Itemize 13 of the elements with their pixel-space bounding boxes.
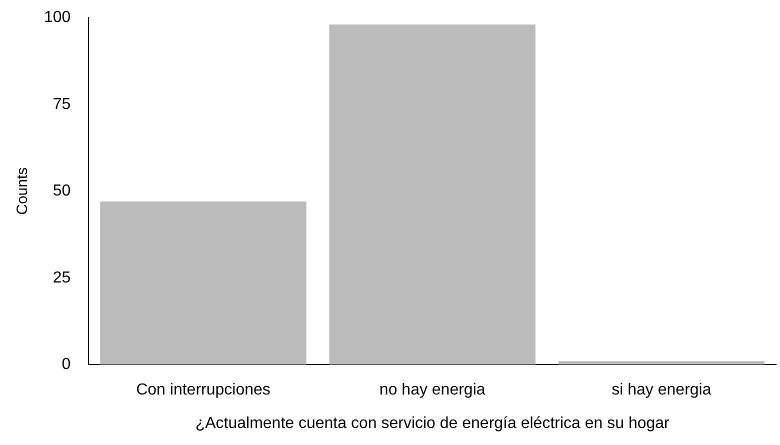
- x-tick-label: si hay energia: [612, 382, 712, 399]
- y-tick-label: 25: [52, 269, 71, 286]
- bar: [558, 361, 765, 365]
- x-tick-label: no hay energia: [379, 382, 486, 399]
- y-tick-label: 100: [44, 9, 71, 26]
- y-axis-title: Counts: [14, 167, 32, 215]
- y-tick-label: 75: [52, 96, 71, 113]
- y-tick-label: 0: [62, 356, 71, 374]
- x-axis-title: ¿Actualmente cuenta con servicio de energía eléctrica en su hogar: [195, 414, 670, 432]
- bar: [100, 202, 306, 365]
- y-tick-label: 50: [52, 182, 71, 200]
- bar: [329, 24, 536, 365]
- x-tick-label: Con interrupciones: [136, 382, 270, 399]
